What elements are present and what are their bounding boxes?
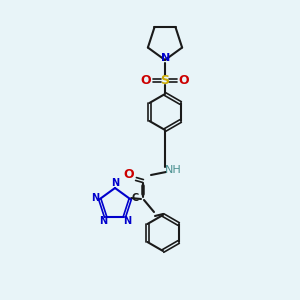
Text: N: N	[161, 53, 171, 63]
Text: C: C	[131, 193, 138, 202]
Text: O: O	[124, 167, 134, 181]
Text: O: O	[179, 74, 189, 86]
Text: O: O	[141, 74, 151, 86]
Text: N: N	[91, 193, 99, 202]
Text: N: N	[111, 178, 119, 188]
Text: N: N	[99, 216, 107, 226]
Text: N: N	[123, 216, 131, 226]
Text: S: S	[160, 74, 169, 86]
Text: NH: NH	[165, 165, 182, 175]
